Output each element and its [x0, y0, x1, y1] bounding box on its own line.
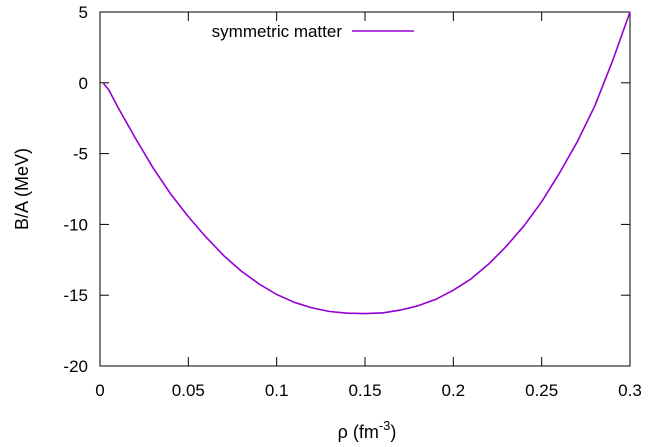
legend-label-symmetric-matter: symmetric matter	[212, 22, 343, 41]
x-tick-label: 0.2	[442, 381, 466, 400]
y-tick-label: -10	[63, 215, 88, 234]
x-axis-title-superscript: -3	[379, 418, 391, 433]
x-tick-label: 0.1	[265, 381, 289, 400]
plot-frame	[99, 11, 631, 367]
legend: symmetric matter	[212, 22, 414, 41]
x-tick-label: 0	[95, 381, 104, 400]
x-tick-label: 0.25	[525, 381, 558, 400]
series-line-symmetric-matter	[102, 11, 631, 315]
y-tick-label: 5	[79, 3, 88, 22]
series-group	[102, 11, 631, 315]
y-tick-label: -15	[63, 286, 88, 305]
x-tick-label: 0.05	[172, 381, 205, 400]
x-tick-label: 0.15	[348, 381, 381, 400]
y-tick-label: -20	[63, 357, 88, 376]
y-axis-title: B/A (MeV)	[12, 148, 32, 230]
x-axis-title-suffix: )	[390, 422, 396, 442]
y-tick-label: 0	[79, 74, 88, 93]
x-axis-title: ρ (fm-3)	[338, 418, 397, 442]
x-tick-label: 0.3	[618, 381, 642, 400]
x-axis-title-main: ρ (fm	[338, 422, 379, 442]
y-tick-label: -5	[73, 145, 88, 164]
x-axis-ticks: 0 0.05 0.1 0.15 0.2 0.25 0.3	[95, 12, 642, 400]
y-axis-ticks: -20 -15 -10 -5 0 5	[63, 3, 630, 376]
